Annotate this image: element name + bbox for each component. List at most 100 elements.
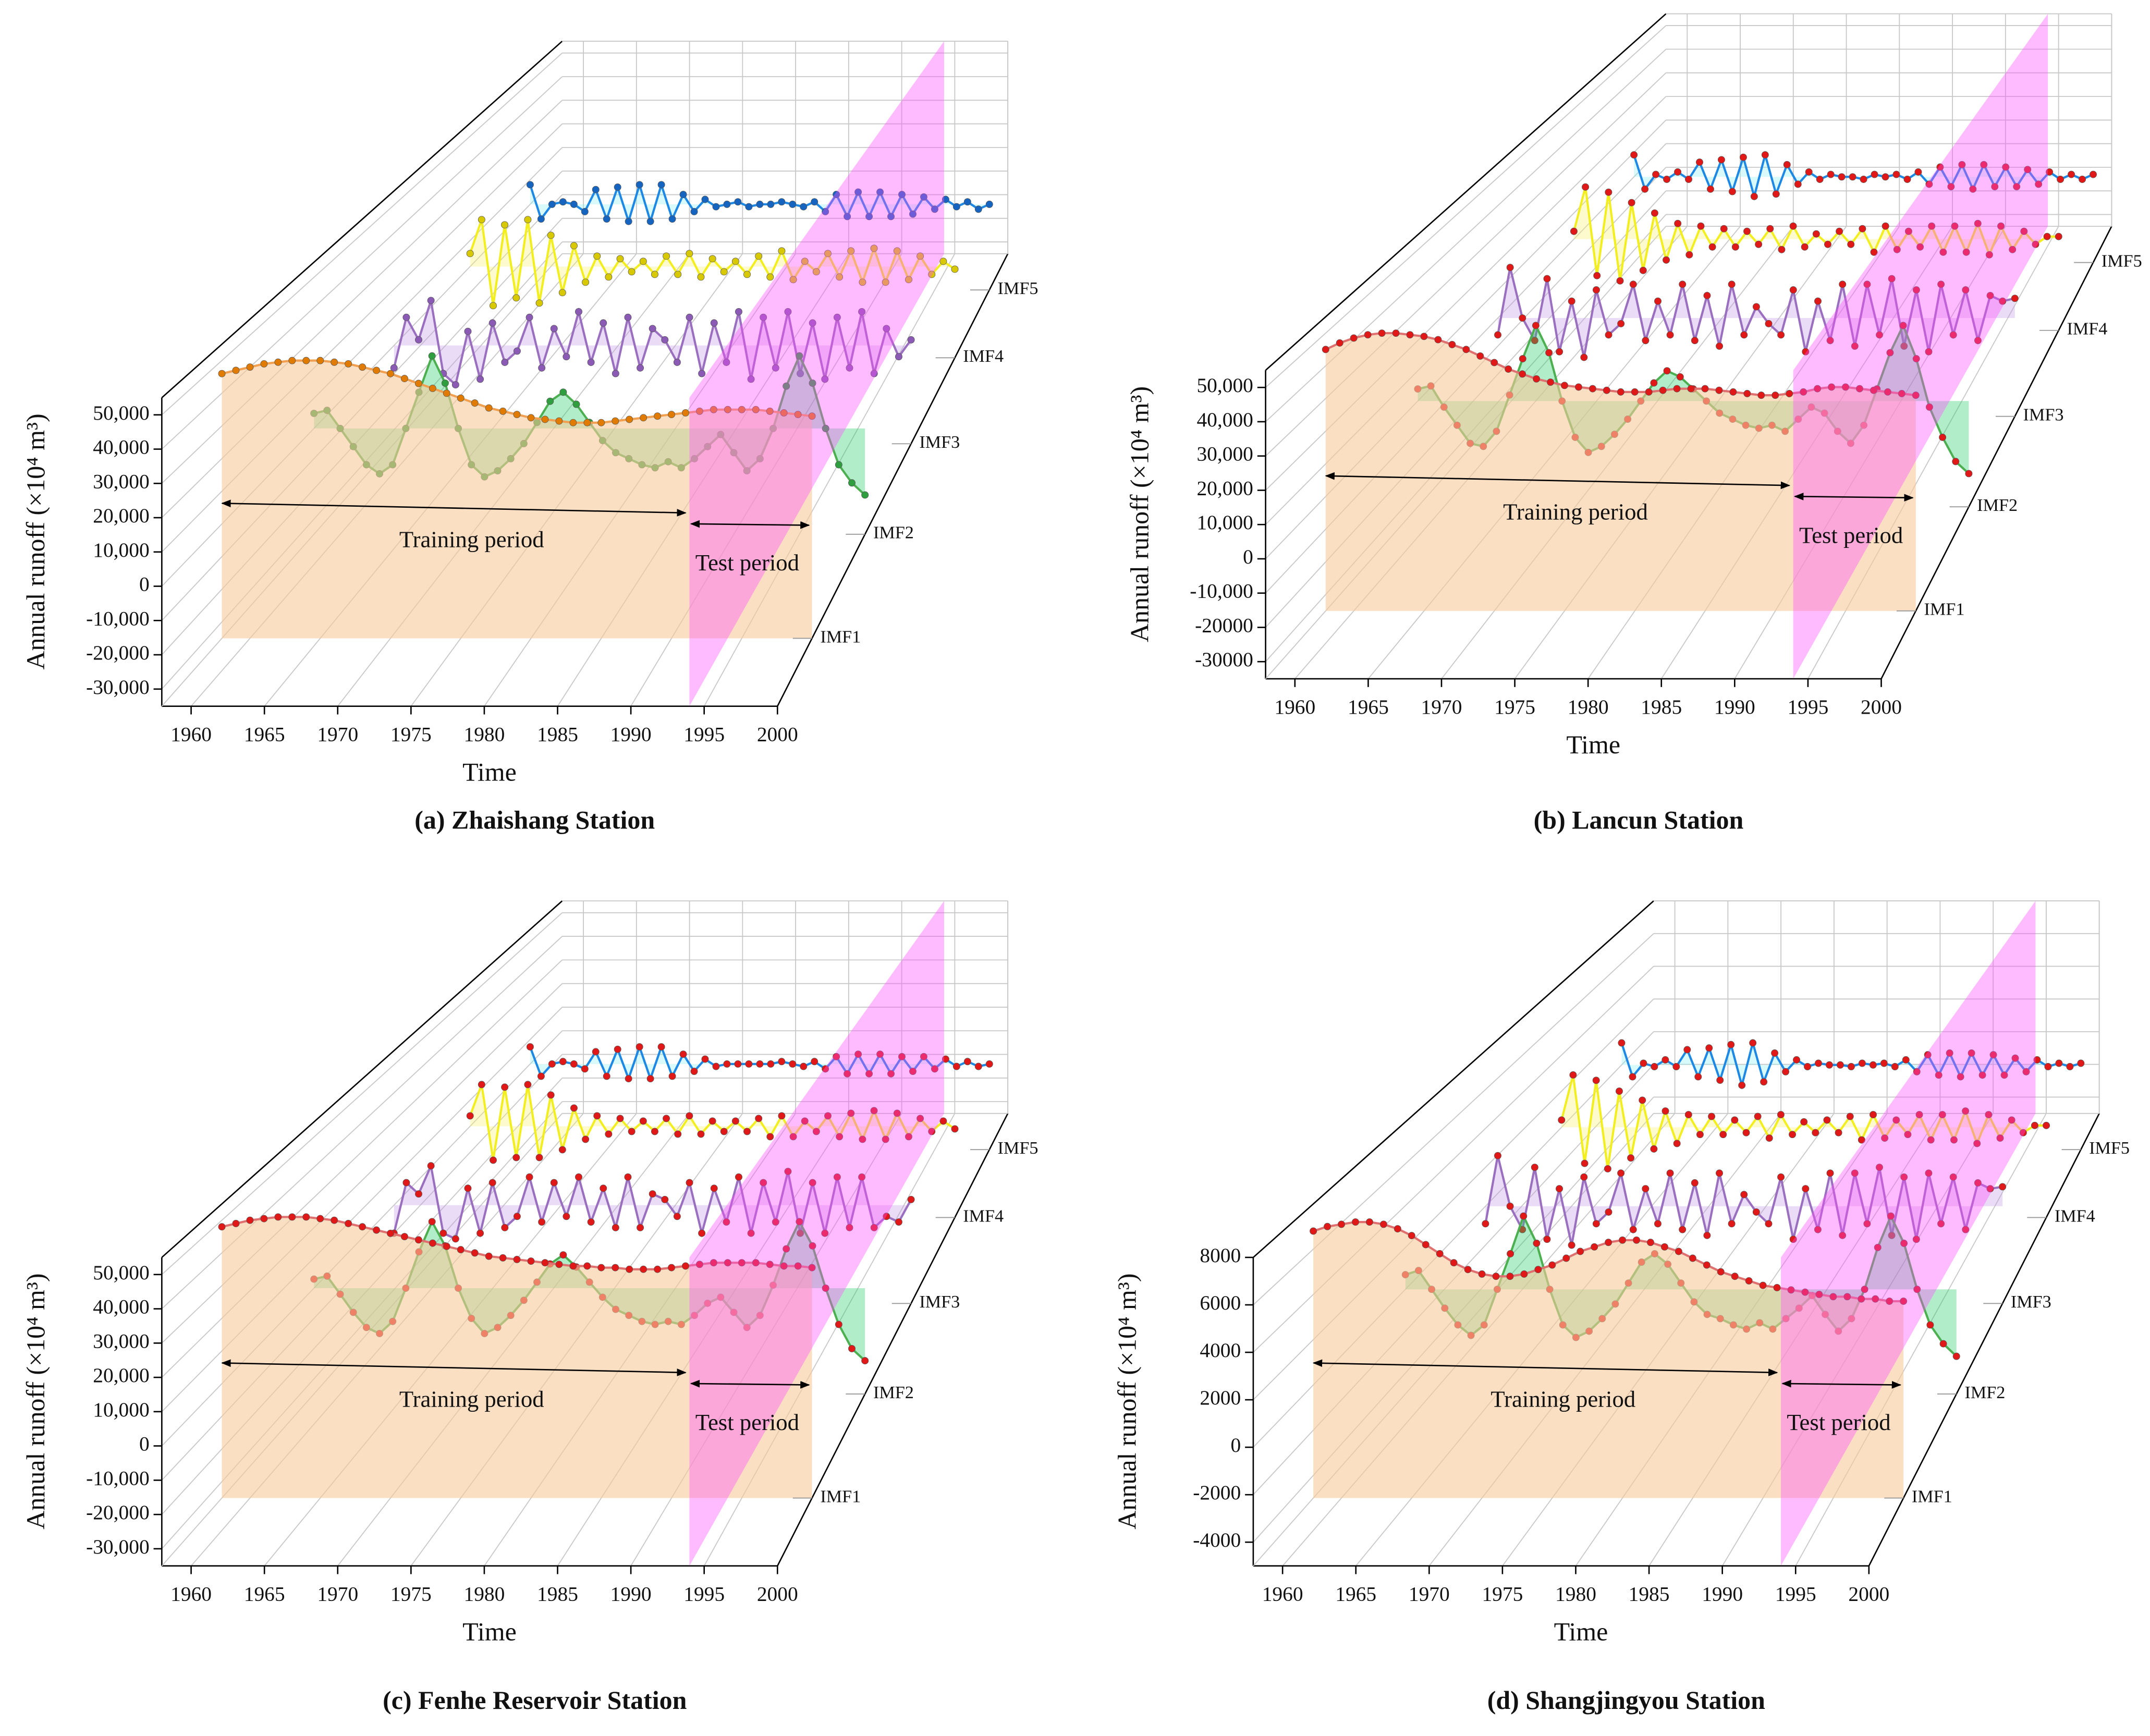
data-point — [1874, 1243, 1882, 1251]
data-point — [1760, 1078, 1768, 1086]
y-tick-label: 8000 — [1200, 1244, 1241, 1267]
data-point — [2032, 240, 2039, 248]
y-axis-label: Annual runoff (×10⁴ m³) — [1125, 386, 1154, 642]
data-point — [1937, 1220, 1945, 1228]
data-point — [649, 325, 656, 333]
data-point — [796, 352, 803, 360]
data-point — [512, 1154, 520, 1162]
chart-panel: 1960 1965 1970 1975 1980 1985 1990 1995 2000 -300… — [1125, 13, 2142, 835]
data-point — [1913, 1286, 1921, 1293]
data-point — [1759, 1281, 1767, 1289]
annotation: Test period — [695, 1409, 799, 1435]
data-point — [541, 415, 549, 423]
data-point — [1618, 1039, 1626, 1047]
y-tick-label: 50,000 — [93, 1261, 149, 1284]
data-point — [1592, 1077, 1600, 1084]
data-point — [651, 1128, 658, 1135]
data-point — [1533, 375, 1541, 383]
x-tick-label: 1985 — [1629, 1583, 1670, 1606]
data-point — [524, 216, 532, 224]
data-point — [985, 200, 993, 208]
x-tick-label: 1975 — [1494, 695, 1535, 718]
data-point — [485, 404, 493, 412]
data-point — [1630, 151, 1638, 159]
data-point — [1568, 297, 1575, 305]
data-point — [1851, 1169, 1859, 1177]
series-label: IMF4 — [2067, 320, 2108, 339]
data-point — [1531, 1164, 1538, 1171]
data-point — [822, 207, 829, 215]
data-point — [695, 407, 703, 415]
data-point — [2057, 176, 2065, 183]
y-tick-label: -10,000 — [86, 1466, 150, 1489]
data-point — [1772, 392, 1779, 399]
data-point — [898, 191, 906, 199]
data-point — [1731, 243, 1739, 251]
chart-title: (c) Fenhe Reservoir Station — [383, 1685, 687, 1715]
x-tick-label: 1985 — [537, 723, 578, 746]
data-point — [780, 409, 788, 417]
data-point — [1687, 385, 1695, 393]
data-point — [2033, 1056, 2041, 1063]
data-point — [402, 1179, 410, 1187]
x-tick-label: 1970 — [1421, 695, 1462, 718]
y-tick-label: 0 — [1231, 1434, 1241, 1457]
data-point — [302, 1213, 310, 1221]
data-point — [2019, 1129, 2027, 1136]
data-point — [1870, 1111, 1877, 1119]
data-point — [359, 1223, 367, 1231]
data-point — [679, 191, 687, 199]
y-tick-label: 20,000 — [93, 504, 149, 527]
data-point — [1519, 314, 1526, 322]
data-point — [822, 1065, 829, 1073]
data-point — [1858, 1136, 1865, 1144]
data-point — [466, 250, 474, 258]
y-tick-label: -20,000 — [86, 1501, 150, 1524]
data-point — [824, 1112, 832, 1120]
data-point — [1802, 1185, 1810, 1193]
data-point — [569, 419, 577, 426]
data-point — [1915, 1111, 1923, 1119]
data-point — [789, 1133, 797, 1141]
x-tick-label: 1960 — [1274, 695, 1315, 718]
data-point — [614, 184, 621, 191]
data-point — [2031, 1121, 2038, 1129]
data-point — [789, 276, 797, 284]
x-tick-label: 2000 — [757, 723, 798, 746]
data-point — [1703, 1231, 1711, 1239]
data-point — [1708, 243, 1716, 251]
data-point — [1870, 386, 1877, 394]
data-point — [1450, 1259, 1458, 1267]
series-area — [222, 1217, 812, 1498]
y-tick-label: -30,000 — [86, 676, 150, 699]
period-arrow — [221, 499, 687, 517]
data-point — [766, 273, 774, 281]
data-point — [738, 1259, 746, 1267]
data-point — [1654, 1220, 1662, 1228]
data-point — [794, 411, 802, 419]
data-point — [663, 1115, 670, 1122]
series-label: IMF2 — [873, 523, 914, 543]
data-point — [931, 205, 938, 213]
data-point — [1689, 1254, 1696, 1262]
data-point — [1951, 222, 1959, 230]
data-point — [690, 207, 698, 215]
data-point — [1520, 1212, 1528, 1220]
data-point — [858, 308, 866, 315]
data-point — [625, 1075, 632, 1083]
data-point — [1591, 1243, 1598, 1251]
data-point — [708, 255, 716, 263]
data-point — [1420, 333, 1428, 340]
data-point — [821, 1229, 829, 1237]
x-tick-label: 2000 — [1848, 1583, 1889, 1606]
data-point — [1787, 1286, 1795, 1294]
data-point — [1962, 286, 1970, 294]
data-point — [1685, 176, 1692, 183]
data-point — [1616, 277, 1624, 285]
data-point — [439, 1229, 447, 1237]
data-point — [1379, 1220, 1387, 1228]
data-point — [526, 1173, 533, 1181]
grid-line — [1265, 25, 1667, 388]
data-point — [2002, 163, 2010, 171]
